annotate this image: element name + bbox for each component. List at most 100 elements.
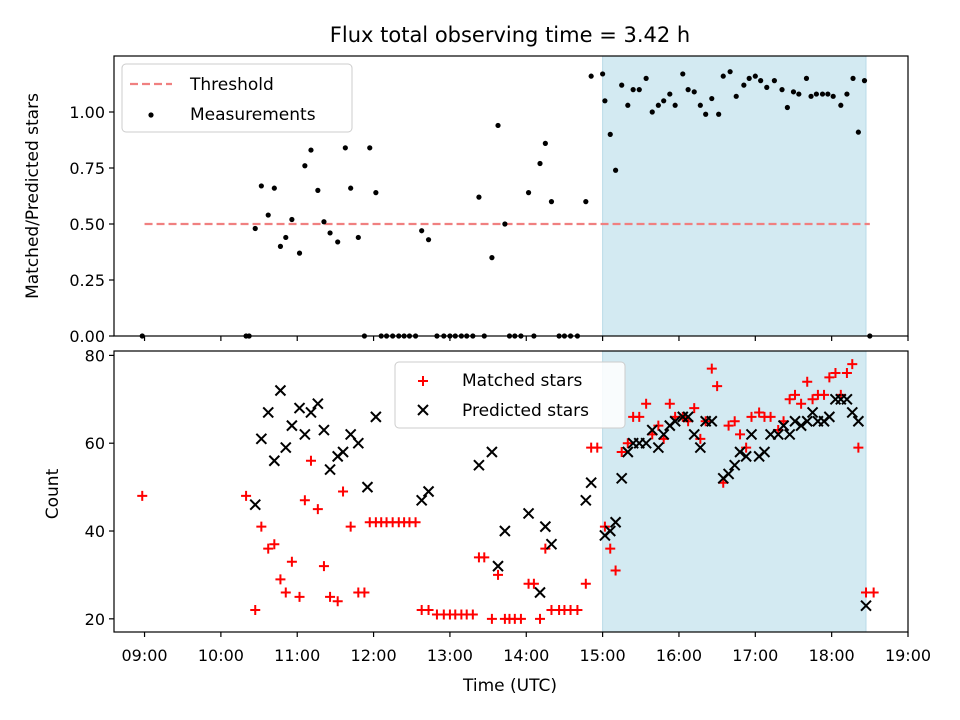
- measurement-point: [636, 87, 642, 93]
- legend-label-threshold: Threshold: [189, 75, 274, 95]
- predicted-stars-point: [789, 415, 801, 427]
- matched-stars-point: [695, 433, 706, 444]
- matched-stars-point: [729, 416, 740, 427]
- measurement-point: [619, 82, 625, 88]
- matched-stars-point: [641, 398, 652, 409]
- matched-stars-point: [359, 587, 370, 598]
- predicted-stars-point: [795, 419, 807, 432]
- predicted-stars-point: [324, 463, 336, 476]
- y-tick-label: 20: [85, 610, 105, 629]
- y-tick-label: 1.00: [69, 103, 105, 122]
- measurement-point: [661, 98, 667, 104]
- predicted-stars-point: [274, 384, 287, 397]
- matched-stars-point: [280, 587, 291, 598]
- measurement-point: [600, 71, 606, 77]
- predicted-stars-point: [622, 446, 634, 458]
- matched-stars-point: [616, 446, 627, 457]
- matched-stars-point: [137, 490, 148, 501]
- matched-stars-point: [275, 574, 286, 585]
- x-tick-label: 14:00: [503, 646, 549, 665]
- x-tick-label: 19:00: [885, 646, 931, 665]
- predicted-stars-point: [262, 406, 274, 419]
- measurement-point: [419, 228, 425, 234]
- matched-stars-point: [689, 403, 700, 414]
- measurement-point: [709, 95, 715, 102]
- measurement-point: [803, 75, 810, 81]
- highlight-span: [602, 351, 867, 632]
- matched-stars-point: [332, 596, 343, 607]
- matched-stars-point: [807, 394, 818, 405]
- measurement-point: [779, 87, 785, 93]
- predicted-stars-point: [249, 498, 261, 511]
- x-tick-label: 15:00: [580, 646, 626, 665]
- matched-stars-point: [580, 578, 591, 589]
- matched-stars-point: [493, 569, 504, 580]
- matched-stars-point: [746, 411, 757, 422]
- predicted-stars-point: [361, 481, 374, 493]
- matched-stars-point: [299, 495, 310, 506]
- measurement-point: [850, 75, 856, 81]
- matched-stars-point: [634, 411, 645, 422]
- measurement-point: [825, 91, 831, 97]
- matched-stars-point: [263, 543, 274, 554]
- matched-stars-point: [819, 389, 830, 400]
- measurement-point: [808, 93, 814, 99]
- measurement-point: [315, 187, 321, 193]
- y-tick-label: 60: [85, 434, 105, 453]
- measurement-point: [302, 163, 308, 169]
- predicted-stars-point: [801, 415, 813, 427]
- matched-stars-point: [286, 556, 297, 567]
- measurement-point: [335, 239, 341, 245]
- matched-stars-point: [305, 455, 316, 466]
- predicted-stars-point: [293, 402, 306, 414]
- measurement-point: [525, 190, 532, 196]
- matched-stars-point: [312, 504, 323, 515]
- matched-stars-point: [853, 442, 864, 453]
- matched-stars-point: [754, 407, 765, 418]
- measurement-point: [327, 230, 333, 236]
- predicted-stars-point: [255, 433, 268, 445]
- predicted-stars-point: [657, 428, 670, 441]
- measurement-point: [796, 91, 802, 97]
- matched-stars-point: [824, 372, 835, 383]
- measurement-point: [758, 78, 764, 84]
- legend-frame: [121, 63, 353, 133]
- matched-stars-point: [741, 442, 752, 453]
- predicted-stars-point: [688, 428, 700, 441]
- predicted-stars-point: [841, 393, 853, 406]
- matched-stars-point: [294, 591, 305, 602]
- matched-stars-point: [325, 591, 336, 602]
- predicted-stars-point: [604, 525, 616, 537]
- measurement-point: [321, 219, 327, 225]
- measurement-point: [489, 255, 495, 261]
- measurement-point: [548, 199, 555, 205]
- measurement-point: [373, 190, 379, 196]
- matched-stars-point: [610, 565, 621, 576]
- x-tick-label: 18:00: [809, 646, 855, 665]
- x-tick-label: 12:00: [351, 646, 397, 665]
- predicted-stars-point: [312, 397, 324, 410]
- matched-stars-point: [269, 539, 280, 550]
- matched-stars-point: [250, 605, 261, 616]
- predicted-stars-point: [486, 446, 498, 458]
- measurement-point: [342, 145, 348, 151]
- predicted-stars-point: [415, 494, 428, 506]
- measurement-point: [691, 89, 697, 95]
- measurement-point: [588, 73, 594, 79]
- predicted-stars-point: [286, 419, 298, 432]
- predicted-stars-point: [545, 538, 558, 550]
- measurement-point: [855, 129, 861, 135]
- y-tick-label: 0.50: [69, 215, 105, 234]
- predicted-stars-point: [280, 441, 292, 454]
- measurement-point: [258, 183, 264, 189]
- measurement-point: [583, 199, 589, 205]
- predicted-stars-point: [615, 472, 628, 485]
- measurement-point: [602, 98, 608, 104]
- matched-stars-point: [486, 613, 497, 624]
- matched-stars-point: [515, 613, 526, 624]
- predicted-stars-point: [783, 428, 796, 441]
- predicted-stars-point: [722, 468, 735, 480]
- predicted-stars-point: [580, 494, 592, 506]
- y-tick-label: 0.00: [69, 327, 105, 346]
- measurement-point: [502, 221, 508, 227]
